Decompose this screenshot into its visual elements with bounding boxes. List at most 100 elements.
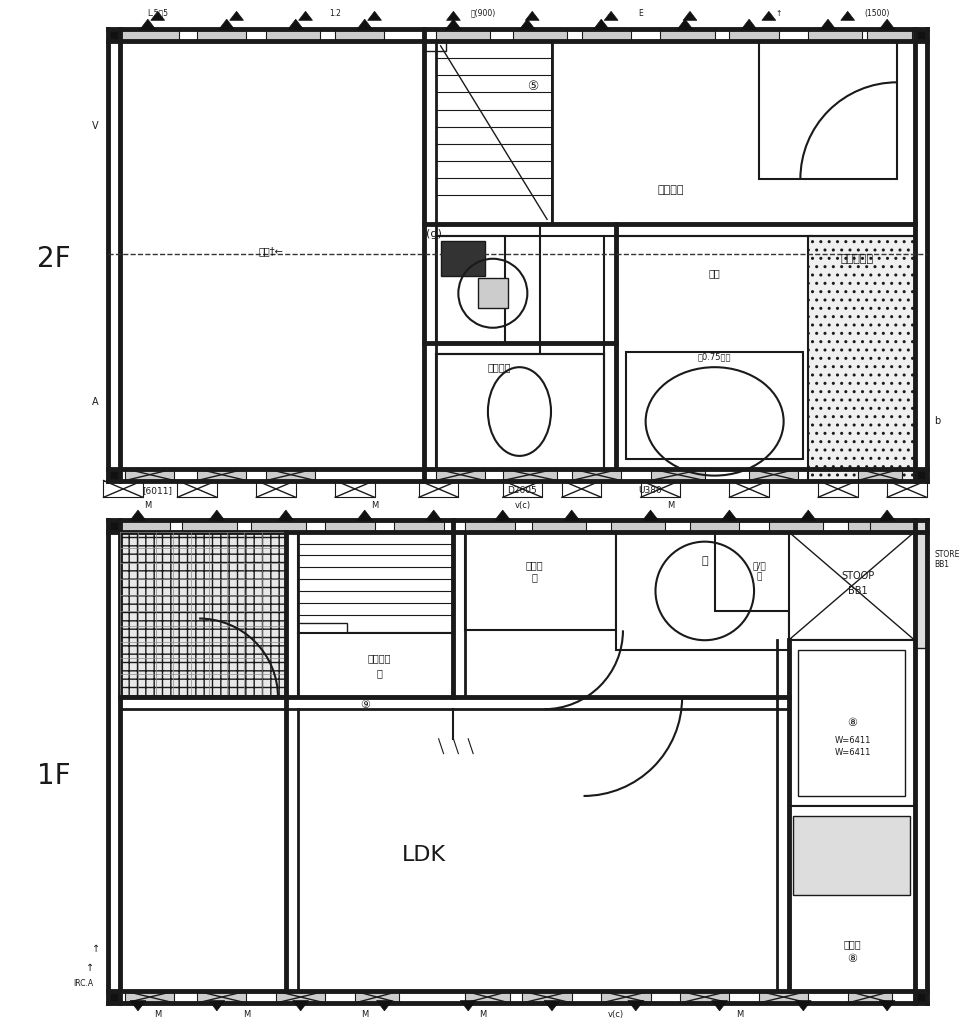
Text: ↑: ↑ bbox=[85, 964, 94, 974]
Bar bbox=[466, 992, 510, 1003]
Bar bbox=[335, 480, 374, 497]
Text: ↑: ↑ bbox=[92, 944, 101, 953]
Bar bbox=[436, 354, 604, 469]
Text: 浴室: 浴室 bbox=[708, 268, 721, 278]
Text: L.5制5: L.5制5 bbox=[147, 9, 168, 18]
Text: ⑤: ⑤ bbox=[527, 80, 538, 93]
Bar bbox=[513, 29, 566, 41]
Bar bbox=[730, 480, 769, 497]
Polygon shape bbox=[711, 1001, 728, 1011]
Text: ↑: ↑ bbox=[776, 9, 781, 18]
Bar bbox=[503, 480, 542, 497]
Polygon shape bbox=[564, 510, 580, 521]
Text: W=6411: W=6411 bbox=[834, 736, 871, 745]
Text: U380: U380 bbox=[638, 485, 662, 495]
Text: (g): (g) bbox=[426, 229, 442, 239]
Bar bbox=[788, 641, 915, 806]
Bar bbox=[335, 29, 384, 41]
Bar bbox=[436, 236, 505, 343]
Bar bbox=[256, 480, 296, 497]
Bar bbox=[108, 992, 120, 1003]
Bar bbox=[640, 480, 680, 497]
Bar bbox=[108, 29, 120, 41]
Bar bbox=[868, 29, 912, 41]
Text: D2605: D2605 bbox=[508, 485, 538, 495]
Text: STOOP: STOOP bbox=[841, 571, 875, 581]
Polygon shape bbox=[604, 11, 618, 21]
Bar bbox=[848, 520, 897, 532]
Polygon shape bbox=[820, 20, 836, 29]
Bar bbox=[197, 29, 247, 41]
Polygon shape bbox=[879, 510, 895, 521]
Bar bbox=[749, 469, 799, 480]
Polygon shape bbox=[299, 11, 312, 21]
Bar bbox=[252, 520, 305, 532]
Bar bbox=[120, 41, 915, 480]
Bar bbox=[355, 992, 399, 1003]
Bar bbox=[419, 480, 458, 497]
Bar bbox=[915, 469, 926, 480]
Bar bbox=[612, 520, 665, 532]
Bar bbox=[915, 520, 926, 532]
Text: ホーム
１: ホーム １ bbox=[525, 560, 543, 582]
Text: LDK: LDK bbox=[402, 846, 445, 865]
Bar bbox=[714, 532, 804, 611]
Bar bbox=[266, 469, 316, 480]
Bar bbox=[266, 29, 321, 41]
Bar bbox=[616, 236, 813, 469]
Text: BB1: BB1 bbox=[848, 586, 868, 596]
Bar bbox=[788, 532, 915, 641]
Bar bbox=[626, 352, 804, 459]
Bar bbox=[325, 520, 374, 532]
Bar bbox=[808, 236, 915, 480]
Text: M: M bbox=[666, 501, 674, 509]
Bar bbox=[197, 992, 247, 1003]
Text: b: b bbox=[934, 416, 941, 426]
Text: M: M bbox=[361, 1010, 369, 1019]
Polygon shape bbox=[801, 510, 816, 521]
Polygon shape bbox=[879, 20, 895, 29]
Bar bbox=[680, 992, 730, 1003]
Text: ２: ２ bbox=[376, 668, 382, 678]
Polygon shape bbox=[131, 1001, 146, 1011]
Bar bbox=[887, 480, 926, 497]
Bar bbox=[794, 816, 910, 894]
Text: M: M bbox=[479, 1010, 487, 1019]
Text: [6011]: [6011] bbox=[143, 485, 173, 495]
Bar bbox=[818, 480, 857, 497]
Polygon shape bbox=[357, 510, 372, 521]
Text: 1F: 1F bbox=[37, 762, 71, 791]
Polygon shape bbox=[519, 20, 536, 29]
Polygon shape bbox=[357, 20, 372, 29]
Bar bbox=[915, 29, 926, 41]
Polygon shape bbox=[293, 1001, 308, 1011]
Bar bbox=[915, 992, 926, 1003]
Polygon shape bbox=[677, 20, 693, 29]
Bar bbox=[769, 520, 823, 532]
Polygon shape bbox=[741, 20, 757, 29]
Bar bbox=[182, 520, 236, 532]
Polygon shape bbox=[151, 11, 164, 21]
Polygon shape bbox=[879, 1001, 895, 1011]
Bar bbox=[759, 992, 808, 1003]
Bar bbox=[436, 469, 485, 480]
Polygon shape bbox=[593, 20, 610, 29]
Text: A: A bbox=[92, 396, 99, 407]
Text: 玄関収納: 玄関収納 bbox=[368, 653, 392, 663]
Bar bbox=[108, 469, 120, 480]
Bar bbox=[104, 480, 143, 497]
Polygon shape bbox=[544, 1001, 560, 1011]
Bar bbox=[424, 29, 552, 225]
Bar bbox=[651, 469, 705, 480]
Bar bbox=[616, 532, 788, 650]
Polygon shape bbox=[131, 510, 146, 521]
Polygon shape bbox=[628, 1001, 643, 1011]
Text: 洗面脱衣: 洗面脱衣 bbox=[488, 362, 512, 373]
Bar bbox=[120, 532, 286, 698]
Polygon shape bbox=[494, 510, 511, 521]
Polygon shape bbox=[219, 20, 234, 29]
Bar bbox=[871, 520, 915, 532]
Bar bbox=[441, 241, 485, 275]
Bar bbox=[436, 29, 490, 41]
Polygon shape bbox=[426, 510, 442, 521]
